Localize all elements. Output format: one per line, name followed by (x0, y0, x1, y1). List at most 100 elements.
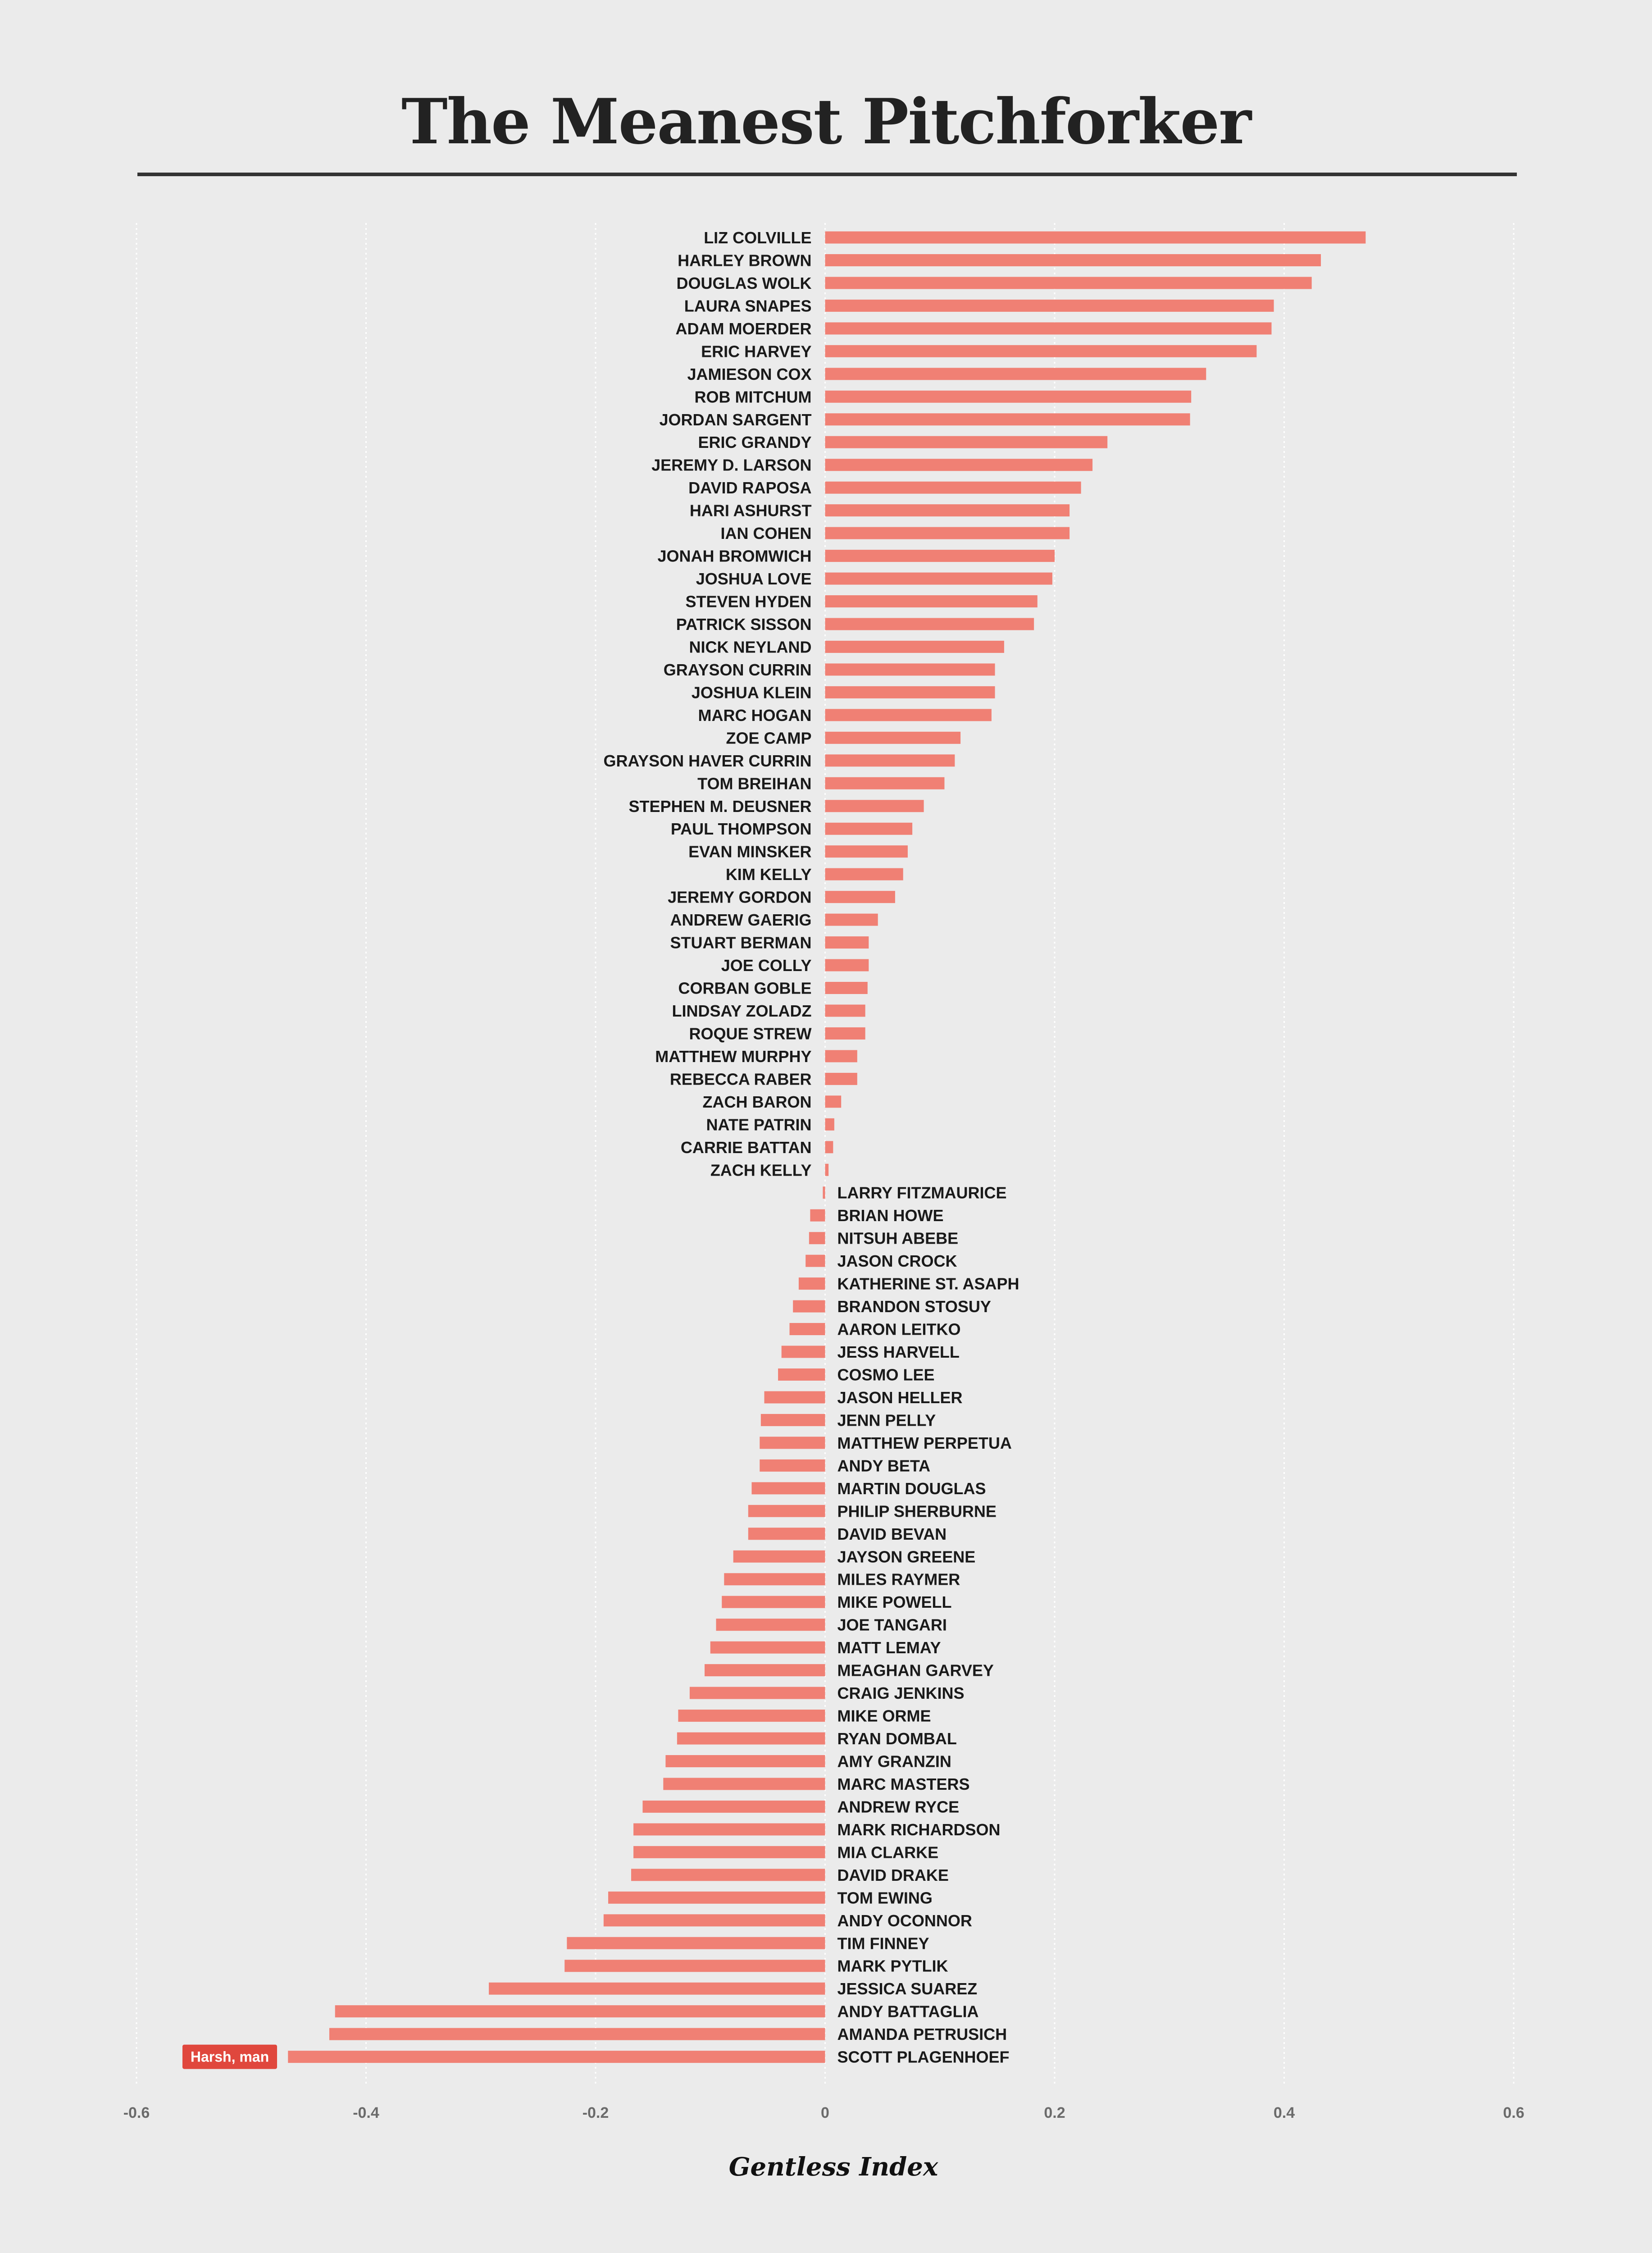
bar (760, 1414, 825, 1426)
bar (825, 777, 945, 789)
bar-label: RYAN DOMBAL (837, 1729, 957, 1748)
bar-label: KATHERINE ST. ASAPH (837, 1275, 1019, 1293)
bar-label: DAVID BEVAN (837, 1525, 947, 1543)
bar-label: DAVID DRAKE (837, 1866, 949, 1884)
bar-label: BRIAN HOWE (837, 1206, 944, 1225)
bar-label: NATE PATRIN (706, 1115, 812, 1134)
bar-label: JASON HELLER (837, 1388, 963, 1407)
bar-label: SCOTT PLAGENHOEF (837, 2048, 1010, 2066)
bar (678, 1710, 825, 1722)
bar (806, 1254, 825, 1267)
bar (789, 1323, 825, 1336)
bar-label: JAYSON GREENE (837, 1547, 976, 1566)
bar (825, 1163, 829, 1176)
bar-label: MEAGHAN GARVEY (837, 1661, 994, 1680)
bar-label: JESS HARVELL (837, 1343, 960, 1361)
bar (809, 1232, 825, 1245)
bar-label: JASON CROCK (837, 1252, 957, 1270)
bar (689, 1687, 825, 1699)
bar (825, 413, 1190, 426)
bar (825, 982, 868, 994)
bar-label: JOE COLLY (721, 956, 812, 975)
bar-label: MATTHEW PERPETUA (837, 1434, 1012, 1452)
bar-label: DOUGLAS WOLK (677, 274, 812, 292)
bar-label: GRAYSON HAVER CURRIN (603, 752, 811, 770)
bar (288, 2051, 825, 2063)
bar (764, 1391, 825, 1404)
bar-label: REBECCA RABER (670, 1070, 812, 1088)
bar-label: COSMO LEE (837, 1366, 935, 1384)
bars (288, 231, 1366, 2063)
bar-label: GRAYSON CURRIN (664, 661, 812, 679)
bar-label: MARC MASTERS (837, 1775, 970, 1793)
bar (825, 504, 1070, 517)
bar (748, 1528, 825, 1540)
bar-label: ANDY OCONNOR (837, 1911, 972, 1930)
annotation-badge: Harsh, man (182, 2044, 277, 2069)
bar-label: KIM KELLY (726, 865, 812, 884)
bar-label: PATRICK SISSON (676, 615, 812, 634)
bar (665, 1755, 825, 1767)
x-tick-label: 0.6 (1503, 2104, 1524, 2121)
bar (825, 322, 1272, 335)
bar-label: NICK NEYLAND (689, 638, 811, 656)
bar (825, 663, 995, 676)
bar (825, 800, 924, 812)
bar (825, 640, 1004, 653)
bar-label: MIKE ORME (837, 1707, 931, 1725)
bar (778, 1368, 825, 1381)
bar (825, 913, 878, 926)
bar-label: STEPHEN M. DEUSNER (628, 797, 811, 816)
bar-label: JOSHUA LOVE (696, 570, 812, 588)
bar-label: ROB MITCHUM (695, 388, 812, 406)
bar (710, 1641, 825, 1654)
bar-label: ADAM MOERDER (676, 319, 812, 338)
bar (825, 572, 1052, 585)
bar-label: CRAIG JENKINS (837, 1684, 965, 1702)
bar-label: MATTHEW MURPHY (655, 1047, 811, 1066)
bar-label: MARC HOGAN (698, 706, 812, 725)
bar (633, 1846, 825, 1858)
bar (642, 1800, 825, 1813)
bar-label: AARON LEITKO (837, 1320, 961, 1339)
x-axis-label: Gentless Index (729, 2152, 938, 2182)
x-tick-label: -0.4 (353, 2104, 379, 2121)
bar-label: JORDAN SARGENT (659, 410, 811, 429)
bar (825, 845, 908, 858)
bar (705, 1664, 825, 1677)
x-tick-label: 0.4 (1274, 2104, 1295, 2121)
bar (825, 891, 895, 903)
bar (608, 1891, 825, 1904)
bar (567, 1937, 825, 1949)
bar (677, 1732, 825, 1745)
bar-label: JAMIESON COX (687, 365, 811, 383)
bar (663, 1778, 825, 1790)
bar (335, 2005, 825, 2018)
bar-label: JOSHUA KLEIN (692, 683, 812, 702)
bar-label: EVAN MINSKER (688, 843, 811, 861)
bar-label: HARLEY BROWN (678, 251, 811, 269)
bar-label: ANDY BATTAGLIA (837, 2002, 979, 2021)
title-divider (137, 173, 1517, 176)
bar (825, 936, 869, 949)
bar-label: ZOE CAMP (726, 729, 811, 747)
bar-label: CORBAN GOBLE (678, 979, 812, 998)
bar-label: MARTIN DOUGLAS (837, 1479, 986, 1498)
bar (825, 231, 1366, 244)
x-tick-label: 0.2 (1044, 2104, 1065, 2121)
bar (825, 368, 1206, 380)
bar (781, 1345, 825, 1358)
bar-label: MATT LEMAY (837, 1638, 941, 1657)
bar (825, 1141, 833, 1154)
bar-label: ERIC GRANDY (698, 433, 811, 452)
bar (825, 1004, 865, 1017)
bar-label: PAUL THOMPSON (671, 820, 812, 838)
bar (760, 1459, 825, 1472)
bar-label: MIKE POWELL (837, 1593, 952, 1611)
bar (825, 959, 869, 971)
bar (825, 481, 1081, 494)
bar-label: ERIC HARVEY (701, 342, 811, 360)
bar (633, 1823, 825, 1836)
bar-label: STEVEN HYDEN (685, 593, 811, 611)
